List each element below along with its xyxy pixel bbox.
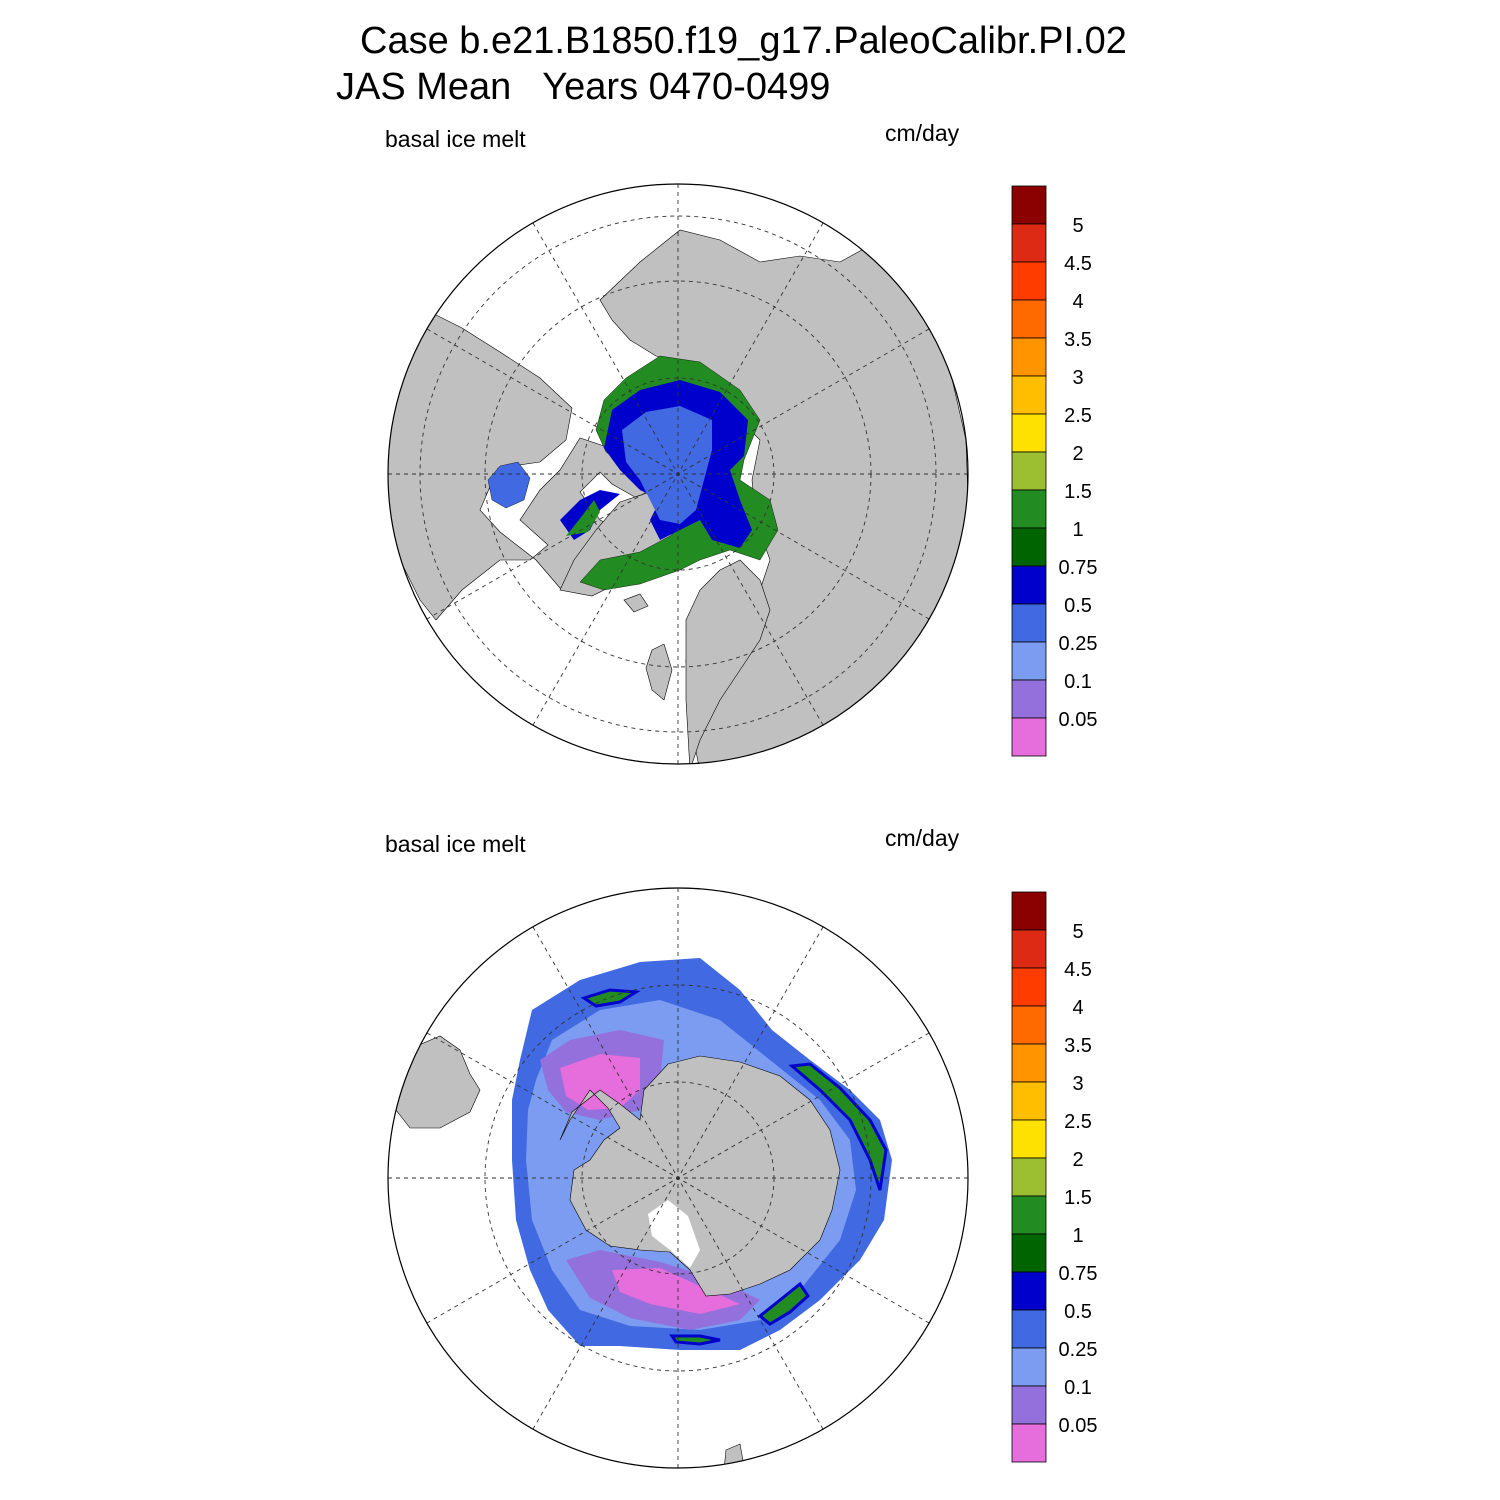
- colorbar-panel2-tick: 1.5: [1064, 1187, 1092, 1209]
- colorbar-panel2-box: [1011, 1233, 1047, 1273]
- colorbar-panel2-box: [1011, 1309, 1047, 1349]
- antarctic-melt-green-southeast: [757, 1281, 810, 1326]
- colorbar-panel2-box: [1011, 1423, 1047, 1463]
- colorbar-panel2-tick: 0.05: [1059, 1415, 1098, 1437]
- antarctic-melt-green-south: [669, 1334, 721, 1346]
- antarctic-land-ross-ice-shelf-gap: [648, 1200, 700, 1268]
- colorbar-panel1-box: [1011, 299, 1047, 339]
- colorbar-panel2-tick: 3.5: [1064, 1035, 1092, 1057]
- colorbar-panel2-box: [1011, 929, 1047, 969]
- antarctic-melt-green-northwest: [580, 988, 641, 1008]
- colorbar-panel1-box: [1011, 223, 1047, 263]
- colorbar-panel2-tick: 4: [1072, 997, 1083, 1019]
- colorbar-panel1-box: [1011, 185, 1047, 225]
- colorbar-panel2-tick: 2: [1072, 1149, 1083, 1171]
- colorbar-panel1-tick: 5: [1072, 215, 1083, 237]
- antarctic-melt-pink-weddell: [560, 1054, 640, 1110]
- antarctic-polar-map: [387, 887, 969, 1469]
- arctic-melt-labrador: [566, 500, 600, 536]
- colorbar-panel2-tick: 0.25: [1059, 1339, 1098, 1361]
- colorbar-panel2: 5 4.5 4 3.5 3 2.5 2 1.5 1 0.75 0.5 0.25 …: [1011, 891, 1098, 1463]
- arctic-polar-map: [387, 183, 969, 765]
- colorbar-panel2-tick: 3: [1072, 1073, 1083, 1095]
- colorbar-panel2-box: [1011, 1195, 1047, 1235]
- antarctic-map-border: [387, 887, 969, 1469]
- arctic-land-british-isles: [645, 643, 673, 701]
- arctic-melt-hudson-bay: [487, 461, 531, 509]
- colorbar-panel2-tick: 2.5: [1064, 1111, 1092, 1133]
- case-title: Case b.e21.B1850.f19_g17.PaleoCalibr.PI.…: [360, 20, 1127, 62]
- antarctic-graticule: [388, 888, 968, 1468]
- arctic-map-border: [387, 183, 969, 765]
- colorbar-panel1-tick: 0.25: [1059, 633, 1098, 655]
- arctic-land-scandinavia-europe: [685, 559, 771, 764]
- colorbar-panel1-box: [1011, 337, 1047, 377]
- colorbar-panel1-box: [1011, 679, 1047, 719]
- colorbar-panel1-box: [1011, 261, 1047, 301]
- colorbar-panel1-tick: 0.75: [1059, 557, 1098, 579]
- colorbar-panel1-tick: 2: [1072, 443, 1083, 465]
- panel1-variable-label: basal ice melt: [385, 126, 526, 152]
- colorbar-panel2-tick: 1: [1072, 1225, 1083, 1247]
- colorbar-panel1-tick: 3.5: [1064, 329, 1092, 351]
- colorbar-panel1-tick: 4: [1072, 291, 1083, 313]
- colorbar-panel1-box: [1011, 451, 1047, 491]
- colorbar-panel2-box: [1011, 967, 1047, 1007]
- colorbar-panel2-tick: 0.1: [1064, 1377, 1092, 1399]
- colorbar-panel2-tick: 5: [1072, 921, 1083, 943]
- colorbar-panel1-box: [1011, 641, 1047, 681]
- colorbar-panel1-box: [1011, 527, 1047, 567]
- colorbar-panel2-box: [1011, 1271, 1047, 1311]
- colorbar-panel2-box: [1011, 1043, 1047, 1083]
- colorbar-panel2-box: [1011, 1157, 1047, 1197]
- colorbar-panel2-tick: 0.75: [1059, 1263, 1098, 1285]
- colorbar-panel1-tick: 4.5: [1064, 253, 1092, 275]
- colorbar-panel2-boxes: [1011, 891, 1047, 1463]
- colorbar-panel1-box: [1011, 489, 1047, 529]
- colorbar-panel1-box: [1011, 565, 1047, 605]
- colorbar-panel1-tick: 1.5: [1064, 481, 1092, 503]
- colorbar-panel2-box: [1011, 1119, 1047, 1159]
- colorbar-panel1-box: [1011, 603, 1047, 643]
- colorbar-panel1-box: [1011, 717, 1047, 757]
- colorbar-panel1-box: [1011, 375, 1047, 415]
- colorbar-panel2-box: [1011, 1347, 1047, 1387]
- colorbar-panel1-tick: 0.1: [1064, 671, 1092, 693]
- colorbar-panel1-boxes: [1011, 185, 1047, 757]
- colorbar-panel2-tick: 4.5: [1064, 959, 1092, 981]
- colorbar-panel2-box: [1011, 1005, 1047, 1045]
- panel1-units-label: cm/day: [885, 120, 960, 146]
- colorbar-panel1-box: [1011, 413, 1047, 453]
- antarctic-land-continent: [559, 1055, 841, 1297]
- colorbar-panel1: 5 4.5 4 3.5 3 2.5 2 1.5 1 0.75 0.5 0.25 …: [1011, 185, 1098, 757]
- colorbar-panel1-tick: 3: [1072, 367, 1083, 389]
- arctic-land-iceland: [623, 593, 649, 613]
- arctic-graticule: [388, 184, 968, 764]
- period-title: JAS Mean Years 0470-0499: [336, 66, 831, 108]
- colorbar-panel1-tick: 1: [1072, 519, 1083, 541]
- panel2-variable-label: basal ice melt: [385, 831, 526, 857]
- colorbar-panel2-box: [1011, 1385, 1047, 1425]
- antarctic-melt-green-east: [788, 1062, 888, 1191]
- colorbar-panel2-tick: 0.5: [1064, 1301, 1092, 1323]
- antarctic-land-south-america: [395, 1035, 481, 1129]
- colorbar-panel2-box: [1011, 1081, 1047, 1121]
- colorbar-panel1-tick: 0.5: [1064, 595, 1092, 617]
- antarctic-melt-pink-ross: [612, 1268, 740, 1314]
- colorbar-panel1-tick: 2.5: [1064, 405, 1092, 427]
- colorbar-panel1-tick: 0.05: [1059, 709, 1098, 731]
- colorbar-panel2-box: [1011, 891, 1047, 931]
- panel2-units-label: cm/day: [885, 825, 960, 851]
